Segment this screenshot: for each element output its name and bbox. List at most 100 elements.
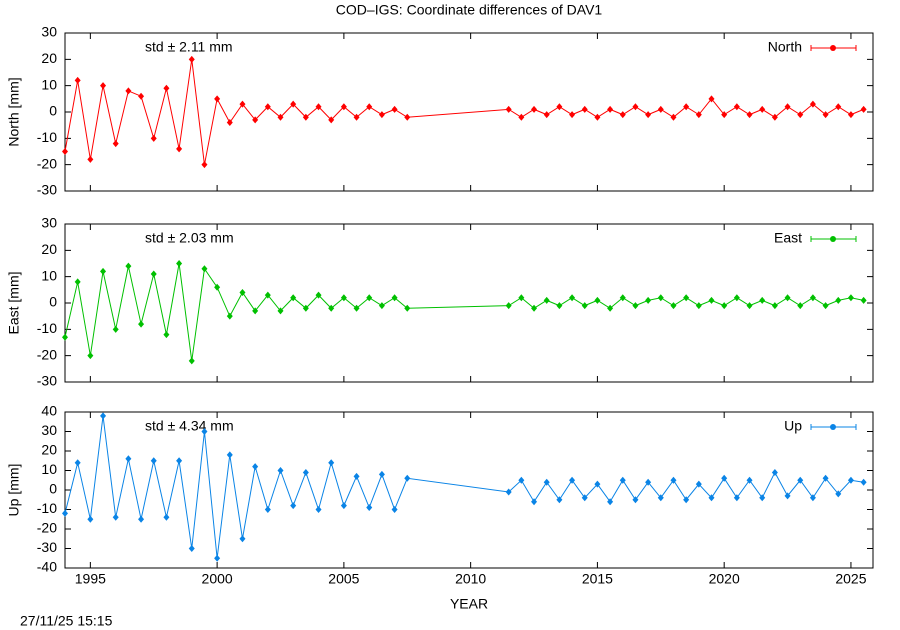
y-tick-label: 20 — [41, 50, 57, 66]
data-point — [695, 480, 702, 488]
data-point — [556, 103, 563, 111]
data-point — [62, 333, 68, 341]
data-point — [759, 494, 766, 502]
data-point — [138, 320, 145, 328]
data-point — [302, 468, 309, 476]
y-tick-label: 10 — [41, 461, 57, 477]
data-point — [619, 476, 626, 484]
data-point — [531, 105, 538, 113]
y-tick-label: 30 — [41, 422, 57, 438]
data-point — [835, 296, 842, 304]
data-point — [366, 504, 373, 512]
data-point — [328, 116, 335, 124]
data-point — [188, 55, 195, 63]
data-point — [543, 478, 550, 486]
x-tick-label: 2005 — [328, 571, 359, 587]
data-point — [746, 111, 753, 119]
data-point — [252, 307, 259, 315]
data-point — [670, 113, 677, 121]
data-point — [74, 278, 81, 286]
data-point — [391, 294, 398, 302]
data-point — [822, 302, 829, 310]
timestamp: 27/11/25 15:15 — [20, 613, 113, 629]
data-point — [112, 140, 119, 148]
data-point — [771, 468, 778, 476]
data-point — [100, 82, 107, 90]
data-point — [683, 496, 690, 504]
data-point — [721, 474, 728, 482]
y-tick-label: -40 — [37, 559, 57, 575]
data-point — [607, 498, 614, 506]
data-point — [87, 155, 94, 163]
data-point — [581, 105, 588, 113]
y-tick-label: 20 — [41, 442, 57, 458]
data-point — [340, 294, 347, 302]
y-tick-label: 0 — [49, 481, 57, 497]
data-point — [708, 95, 715, 103]
annotation: std ± 2.11 mm — [145, 39, 233, 55]
data-point — [150, 457, 157, 465]
data-point — [860, 478, 867, 486]
data-point — [569, 294, 576, 302]
data-point — [176, 457, 183, 465]
data-point — [328, 304, 335, 312]
y-tick-label: 10 — [41, 267, 57, 283]
data-point — [404, 304, 411, 312]
data-point — [277, 307, 284, 315]
y-tick-label: 40 — [41, 403, 57, 419]
data-point — [315, 506, 322, 513]
series-line — [64, 415, 864, 559]
data-point — [594, 296, 601, 304]
data-point — [733, 294, 740, 302]
data-point — [277, 467, 284, 474]
data-point — [797, 302, 804, 310]
data-point — [721, 302, 728, 310]
data-point — [518, 294, 525, 302]
data-point — [366, 294, 373, 302]
annotation: std ± 4.34 mm — [145, 418, 234, 434]
data-point — [543, 111, 550, 119]
data-point — [784, 294, 791, 302]
y-tick-label: 0 — [49, 294, 57, 310]
data-point — [594, 480, 601, 488]
data-point — [163, 513, 170, 521]
chart-title: COD–IGS: Coordinate differences of DAV1 — [336, 2, 603, 18]
data-point — [847, 294, 854, 302]
x-tick-label: 2020 — [709, 571, 740, 587]
data-point — [683, 294, 690, 302]
data-point — [150, 134, 157, 142]
data-point — [708, 296, 715, 304]
y-tick-label: 30 — [41, 24, 57, 40]
data-point — [607, 105, 614, 113]
annotation: std ± 2.03 mm — [145, 230, 234, 246]
data-point — [100, 412, 107, 420]
data-point — [290, 294, 297, 302]
data-point — [581, 494, 588, 502]
x-tick-label: 2000 — [202, 571, 233, 587]
data-point — [695, 302, 702, 310]
data-point — [581, 302, 588, 310]
data-point — [340, 103, 347, 111]
y-tick-label: -20 — [37, 155, 57, 171]
plot-frame — [64, 223, 874, 383]
data-point — [378, 470, 385, 478]
data-point — [353, 113, 360, 121]
data-point — [632, 103, 639, 111]
data-point — [569, 476, 576, 484]
series-line — [64, 263, 864, 362]
data-point — [505, 488, 512, 496]
data-point — [150, 270, 157, 278]
data-point — [252, 116, 259, 124]
data-point — [531, 498, 538, 506]
data-point — [264, 103, 271, 111]
data-point — [771, 302, 778, 310]
data-point — [759, 296, 766, 304]
data-point — [822, 474, 829, 482]
data-point — [809, 294, 816, 302]
data-point — [531, 304, 538, 312]
data-point — [607, 304, 614, 312]
data-point — [771, 113, 778, 121]
plot-frame — [64, 411, 874, 569]
data-point — [619, 111, 626, 119]
